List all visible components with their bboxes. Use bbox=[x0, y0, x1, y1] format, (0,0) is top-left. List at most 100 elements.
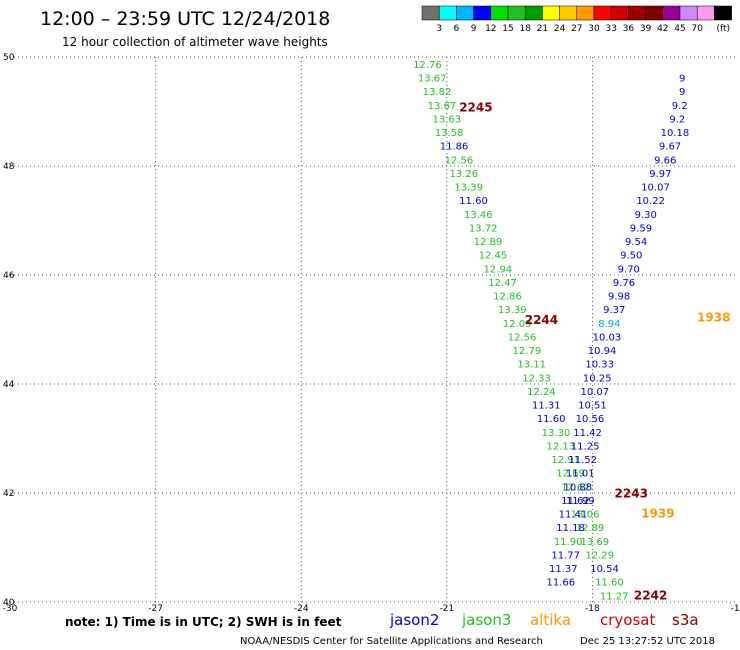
lon-tick-label: -30 bbox=[3, 604, 18, 614]
pass-time-label: 2245 bbox=[459, 101, 492, 115]
wave-height-value: 12.29 bbox=[585, 550, 614, 561]
wave-height-value: 12.76 bbox=[413, 60, 442, 71]
wave-height-value: 8.94 bbox=[598, 319, 620, 330]
colorbar-swatch bbox=[696, 5, 715, 21]
wave-height-value: 12.89 bbox=[576, 523, 605, 534]
wave-height-value: 10.51 bbox=[578, 401, 607, 412]
colorbar-swatch bbox=[507, 5, 526, 21]
wave-height-value: 13.67 bbox=[428, 101, 457, 112]
wave-height-value: 9.50 bbox=[620, 251, 642, 262]
wave-height-value: 9.54 bbox=[625, 237, 647, 248]
wave-height-value: 11.62 bbox=[561, 496, 590, 507]
wave-height-value: 9.67 bbox=[659, 142, 681, 153]
colorbar-swatch bbox=[438, 5, 457, 21]
wave-height-value: 12.62 bbox=[561, 482, 590, 493]
footer-credit: NOAA/NESDIS Center for Satellite Applica… bbox=[240, 636, 543, 647]
colorbar-swatch bbox=[679, 5, 698, 21]
wave-height-value: 9.70 bbox=[618, 264, 640, 275]
wave-height-value: 10.07 bbox=[641, 183, 670, 194]
colorbar-label: 6 bbox=[454, 24, 460, 34]
wave-height-value: 11.31 bbox=[532, 401, 561, 412]
lat-tick-label: 46 bbox=[3, 271, 15, 281]
wave-height-value: 9.2 bbox=[672, 101, 688, 112]
colorbar-label: 30 bbox=[588, 24, 600, 34]
wave-height-value: 9.30 bbox=[635, 210, 657, 221]
figure-subtitle: 12 hour collection of altimeter wave hei… bbox=[62, 35, 328, 49]
wave-height-value: 13.82 bbox=[423, 87, 452, 98]
wave-height-value: 13.30 bbox=[542, 428, 571, 439]
wave-height-value: 11.99 bbox=[566, 496, 595, 507]
wave-height-value: 11.41 bbox=[559, 510, 588, 521]
wave-height-value: 13.72 bbox=[469, 223, 498, 234]
wave-height-value: 13.26 bbox=[449, 169, 478, 180]
track-2245: 12.76 13.67 13.82 13.67 13.63 13.58 11.86 12.56… bbox=[413, 60, 517, 289]
colorbar-swatch bbox=[714, 5, 732, 21]
wave-height-value: 12.47 bbox=[488, 278, 517, 289]
colorbar-label: 36 bbox=[623, 24, 635, 34]
lat-tick-label: 40 bbox=[3, 598, 15, 608]
wave-height-value: 9 bbox=[679, 87, 685, 98]
wave-height-value: 11.18 bbox=[556, 523, 585, 534]
lon-tick-label: -24 bbox=[294, 604, 309, 614]
track-2244: 12.86 13.39 12.09 12.56 12.79 13.11 12.33 12.24… bbox=[493, 292, 628, 603]
wave-height-value: 11.60 bbox=[459, 196, 488, 207]
wave-height-value: 9.59 bbox=[630, 223, 652, 234]
wave-height-value: 12.56 bbox=[508, 332, 537, 343]
legend-jason2: jason2 bbox=[389, 611, 439, 629]
wave-height-value: 12.13 bbox=[547, 441, 576, 452]
wave-height-value: 9.66 bbox=[654, 155, 676, 166]
wave-height-value: 10.18 bbox=[661, 128, 690, 139]
colorbar-label: 3 bbox=[436, 24, 442, 34]
colorbar-label: 33 bbox=[605, 24, 616, 34]
wave-height-value: 13.58 bbox=[435, 128, 464, 139]
lat-tick-label: 48 bbox=[3, 162, 15, 172]
colorbar-swatch bbox=[593, 5, 612, 21]
colorbar-swatch bbox=[610, 5, 629, 21]
wave-height-value: 13.39 bbox=[498, 305, 527, 316]
wave-height-value: 13.39 bbox=[454, 183, 483, 194]
wave-height-value: 9.97 bbox=[649, 169, 671, 180]
lat-tick-label: 42 bbox=[3, 489, 14, 499]
lon-tick-label: -18 bbox=[585, 604, 600, 614]
map-background bbox=[10, 57, 738, 602]
wave-height-value: 13.06 bbox=[571, 510, 600, 521]
colorbar: 3 6 9 12 15 18 21 24 27 30 33 36 39 42 45 70 bbox=[421, 5, 732, 34]
map-grid bbox=[10, 56, 738, 603]
pass-time-label: 1938 bbox=[697, 310, 730, 324]
pass-time-label: 2243 bbox=[615, 486, 648, 500]
colorbar-unit-label: (ft) bbox=[716, 24, 730, 34]
wave-height-value: 10.94 bbox=[588, 346, 617, 357]
wave-height-value: 9 bbox=[679, 74, 685, 85]
colorbar-label: 24 bbox=[554, 24, 566, 34]
colorbar-swatch bbox=[645, 5, 664, 21]
lon-tick-label: -21 bbox=[439, 604, 454, 614]
colorbar-label: 9 bbox=[471, 24, 477, 34]
colorbar-swatch bbox=[576, 5, 595, 21]
colorbar-swatch bbox=[542, 5, 560, 21]
legend-altika: altika bbox=[530, 611, 571, 629]
colorbar-swatch bbox=[559, 5, 578, 21]
wave-height-value: 10.25 bbox=[583, 373, 612, 384]
pass-time-label: 1939 bbox=[641, 507, 674, 521]
wave-height-value: 12.45 bbox=[479, 251, 508, 262]
legend-jason3: jason3 bbox=[461, 611, 511, 629]
colorbar-swatch bbox=[456, 5, 474, 21]
satellite-tracks: 12.76 13.67 13.82 13.67 13.63 13.58 11.86 12.56… bbox=[413, 60, 730, 602]
colorbar-label: 15 bbox=[502, 24, 513, 34]
colorbar-swatch bbox=[662, 5, 681, 21]
wave-height-value: 10.33 bbox=[585, 360, 614, 371]
legend-s3a: s3a bbox=[672, 611, 699, 629]
colorbar-label: 39 bbox=[640, 24, 652, 34]
wave-height-value: 11.90 bbox=[554, 537, 583, 548]
map-tick-labels: -30 -27 -24 -21 -18 -15 40 42 44 46 48 50 bbox=[3, 53, 740, 614]
colorbar-swatch bbox=[628, 5, 646, 21]
lon-tick-label: -15 bbox=[731, 604, 740, 614]
wave-height-value: 13.46 bbox=[464, 210, 493, 221]
wave-height-value: 13.67 bbox=[418, 74, 447, 85]
wave-height-value: 12.89 bbox=[474, 237, 503, 248]
colorbar-swatch bbox=[421, 5, 440, 21]
map-area: -30 -27 -24 -21 -18 -15 40 42 44 46 48 50 12.76 13.6… bbox=[3, 53, 740, 614]
colorbar-swatch bbox=[490, 5, 509, 21]
track-1938: 1938 bbox=[697, 310, 730, 324]
